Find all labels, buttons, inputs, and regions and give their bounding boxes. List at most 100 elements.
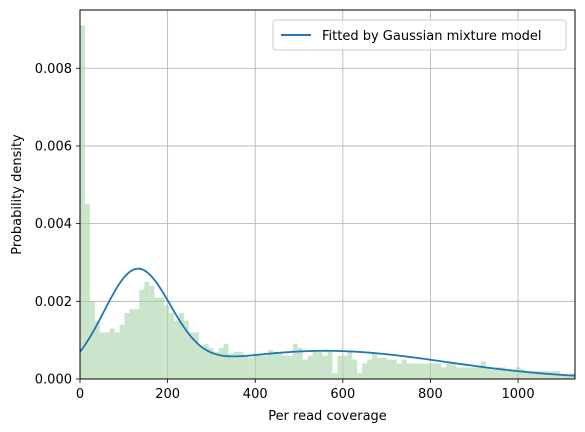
legend-label: Fitted by Gaussian mixture model <box>322 29 542 44</box>
histogram-bar <box>347 351 353 379</box>
histogram-bar <box>109 328 115 379</box>
x-axis-label: Per read coverage <box>268 409 387 424</box>
histogram-bar <box>84 204 90 379</box>
plot-frame <box>79 9 576 380</box>
histogram-bar <box>258 355 264 379</box>
histogram-bar <box>490 369 496 379</box>
histogram-bar <box>520 369 526 379</box>
histogram-bar <box>362 363 368 379</box>
histogram-bar <box>471 367 476 379</box>
histogram-bar <box>381 357 387 379</box>
y-tick-label: 0.004 <box>35 217 72 232</box>
histogram-bar <box>391 359 397 379</box>
histogram-bar <box>372 353 377 379</box>
histogram-bar <box>154 297 160 379</box>
histogram-bar <box>337 355 343 379</box>
histogram-bar <box>183 320 189 379</box>
histogram-bars <box>80 25 575 380</box>
x-tick-label: 200 <box>155 387 180 402</box>
histogram-bar <box>480 361 486 379</box>
fitted-curve-line <box>79 267 576 377</box>
histogram-bar <box>174 320 179 379</box>
histogram-bar <box>560 375 566 379</box>
histogram-bar <box>223 344 229 379</box>
histogram-bar <box>243 355 249 379</box>
histogram-bar <box>99 332 105 379</box>
histogram-bar <box>292 344 298 379</box>
histogram-bar <box>505 369 511 379</box>
histogram-bar <box>144 281 150 379</box>
histogram-bar <box>426 363 432 379</box>
histogram-bar <box>282 355 288 379</box>
y-tick-label: 0.008 <box>35 62 72 77</box>
histogram-bar <box>332 373 338 379</box>
histogram-bar <box>302 359 308 379</box>
histogram-bar <box>327 351 333 379</box>
histogram-bar <box>317 351 323 379</box>
histogram-bar <box>456 367 462 379</box>
histogram-bar <box>139 289 145 379</box>
x-tick-label: 400 <box>243 387 268 402</box>
fitted-line-layer <box>79 267 576 377</box>
histogram-bar <box>545 371 551 379</box>
axis-ticks: 0 200 400 600 800 1000 0.000 0.002 0.004 0.006 0.0… <box>35 62 535 402</box>
histogram-bar <box>307 355 313 379</box>
histogram-bar <box>357 373 363 379</box>
histogram-bar <box>134 309 140 379</box>
histogram-bar <box>525 371 531 379</box>
histogram-bar <box>495 367 501 379</box>
histogram-bar <box>436 363 442 379</box>
histogram-bar <box>485 367 491 379</box>
histogram-bar <box>500 367 506 379</box>
histogram-bar <box>278 351 283 379</box>
histogram-bar <box>565 375 571 379</box>
histogram-bar <box>476 367 481 379</box>
histogram-bar <box>164 305 170 379</box>
histogram-bar <box>179 312 184 379</box>
histogram-bar <box>342 355 348 379</box>
y-axis-label: Probability density <box>10 134 25 255</box>
histogram-bar <box>248 357 254 379</box>
histogram-bar <box>94 320 100 379</box>
histogram-bar <box>208 347 214 379</box>
histogram-bar <box>149 285 155 379</box>
histogram-bar <box>119 324 125 379</box>
histogram-bar <box>386 359 392 379</box>
histogram-bar <box>253 355 259 379</box>
x-tick-label: 800 <box>418 387 443 402</box>
histogram-bar <box>198 345 204 379</box>
histogram-bar <box>421 363 427 379</box>
histogram-bar <box>104 332 110 379</box>
histogram-bar <box>431 363 437 379</box>
x-tick-label: 0 <box>76 387 84 402</box>
y-tick-label: 0.006 <box>35 139 72 154</box>
histogram-bar <box>322 355 328 379</box>
histogram-bar <box>406 363 412 379</box>
histogram-bar <box>530 371 536 379</box>
histogram-bar <box>377 357 382 379</box>
histogram-bar <box>233 351 239 379</box>
histogram-bar <box>540 371 546 379</box>
x-tick-label: 600 <box>330 387 355 402</box>
histogram-bar <box>203 344 209 379</box>
histogram-bar <box>510 369 516 379</box>
histogram-bar <box>228 353 234 379</box>
histogram-bar <box>352 359 358 379</box>
histogram-bar <box>238 351 244 379</box>
histogram-bar <box>287 355 293 379</box>
y-tick-label: 0.002 <box>35 295 72 310</box>
histogram-bar <box>273 351 278 379</box>
histogram-bar <box>124 312 130 379</box>
histogram-bar <box>213 351 219 379</box>
legend: Fitted by Gaussian mixture model <box>272 19 567 51</box>
histogram-bar <box>268 349 274 379</box>
histogram-bar <box>114 332 120 379</box>
histogram-bar <box>188 332 194 379</box>
legend-box <box>272 19 567 51</box>
histogram-bar <box>446 363 452 379</box>
histogram-bar <box>129 309 135 379</box>
histogram-bar <box>218 347 224 379</box>
histogram-bar <box>535 371 541 379</box>
histogram-bar <box>396 363 402 379</box>
